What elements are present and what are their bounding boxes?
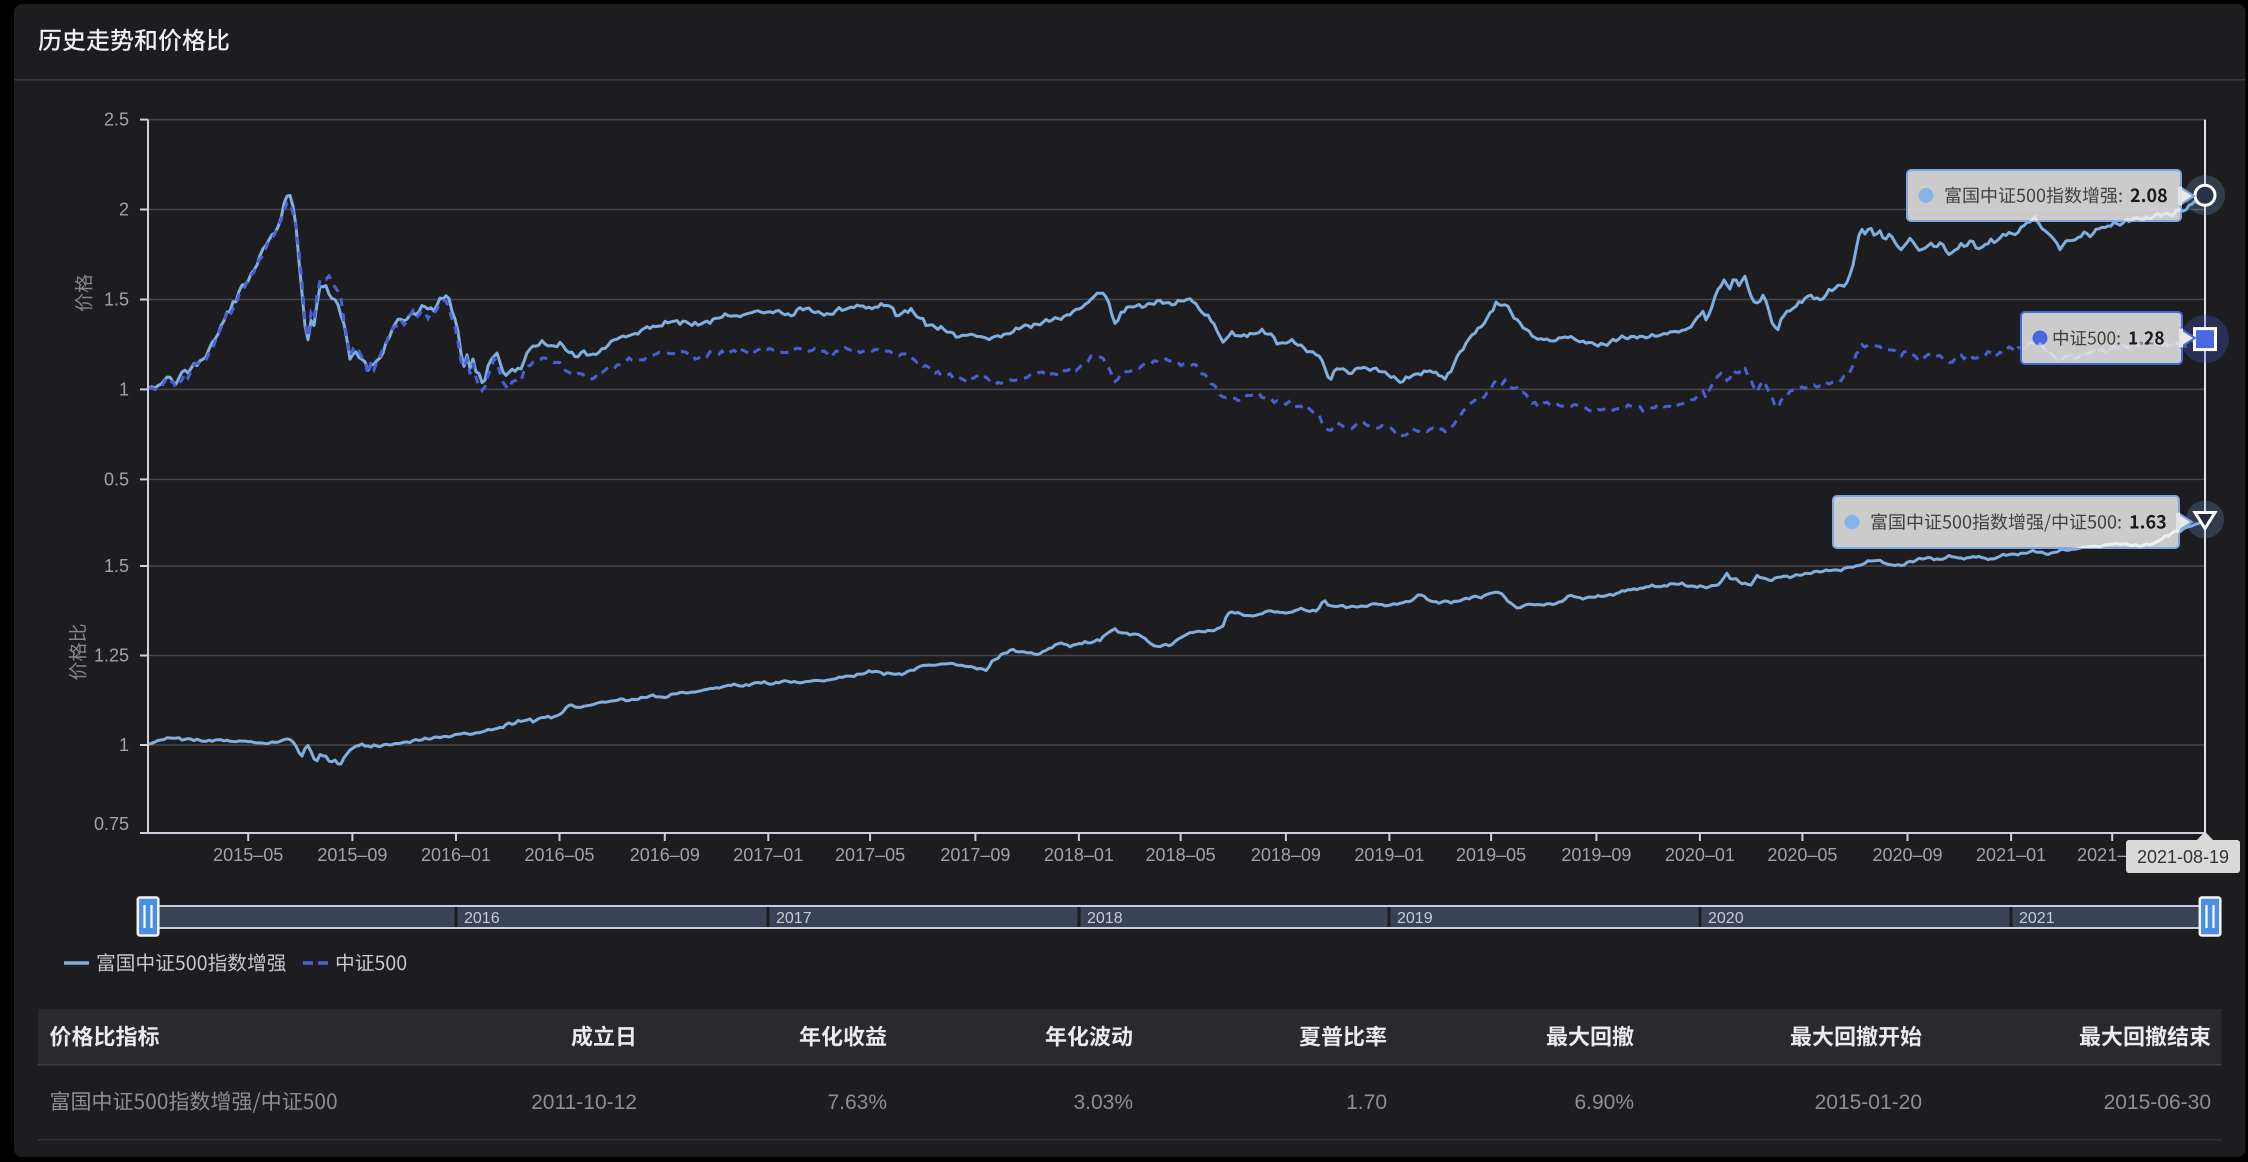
svg-text:2020–01: 2020–01 bbox=[1665, 845, 1735, 865]
svg-text:7.63%: 7.63% bbox=[827, 1091, 887, 1114]
svg-text:6.90%: 6.90% bbox=[1574, 1091, 1634, 1114]
svg-text:2016–01: 2016–01 bbox=[421, 845, 491, 865]
svg-text:2.5: 2.5 bbox=[104, 110, 129, 130]
svg-text:2017–09: 2017–09 bbox=[940, 845, 1010, 865]
svg-text:2016–05: 2016–05 bbox=[524, 845, 594, 865]
svg-text:2015-01-20: 2015-01-20 bbox=[1815, 1091, 1922, 1114]
svg-text:2018–09: 2018–09 bbox=[1251, 845, 1321, 865]
svg-text:0.5: 0.5 bbox=[104, 469, 129, 489]
svg-text:1.70: 1.70 bbox=[1346, 1091, 1387, 1114]
svg-text:2019–01: 2019–01 bbox=[1354, 845, 1424, 865]
svg-text:0.75: 0.75 bbox=[94, 814, 129, 834]
svg-text:2011-10-12: 2011-10-12 bbox=[531, 1091, 637, 1114]
svg-text:2021-08-19: 2021-08-19 bbox=[2137, 847, 2229, 867]
svg-text:2020–09: 2020–09 bbox=[1872, 845, 1942, 865]
svg-text:2017: 2017 bbox=[776, 910, 812, 927]
svg-text:2019–05: 2019–05 bbox=[1456, 845, 1526, 865]
svg-text:2015-06-30: 2015-06-30 bbox=[2104, 1091, 2211, 1114]
svg-text:2019: 2019 bbox=[1397, 910, 1433, 927]
svg-text:3.03%: 3.03% bbox=[1073, 1091, 1133, 1114]
svg-text:2: 2 bbox=[119, 200, 129, 220]
svg-text:2020: 2020 bbox=[1708, 910, 1744, 927]
svg-text:1.5: 1.5 bbox=[104, 290, 129, 310]
svg-text:1.25: 1.25 bbox=[94, 646, 129, 666]
svg-text:2015–05: 2015–05 bbox=[213, 845, 283, 865]
svg-text:2018: 2018 bbox=[1087, 910, 1123, 927]
svg-text:1: 1 bbox=[119, 379, 129, 399]
svg-text:2017–05: 2017–05 bbox=[835, 845, 905, 865]
svg-text:2018–05: 2018–05 bbox=[1146, 845, 1216, 865]
svg-text:2016: 2016 bbox=[464, 910, 500, 927]
svg-text:1.5: 1.5 bbox=[104, 556, 129, 576]
svg-text:2019–09: 2019–09 bbox=[1561, 845, 1631, 865]
svg-text:2021–01: 2021–01 bbox=[1976, 845, 2046, 865]
svg-text:2017–01: 2017–01 bbox=[733, 845, 803, 865]
svg-text:1: 1 bbox=[119, 735, 129, 755]
svg-text:2015–09: 2015–09 bbox=[317, 845, 387, 865]
svg-text:2016–09: 2016–09 bbox=[630, 845, 700, 865]
svg-text:2020–05: 2020–05 bbox=[1767, 845, 1837, 865]
svg-text:2018–01: 2018–01 bbox=[1044, 845, 1114, 865]
svg-text:2021: 2021 bbox=[2019, 910, 2055, 927]
